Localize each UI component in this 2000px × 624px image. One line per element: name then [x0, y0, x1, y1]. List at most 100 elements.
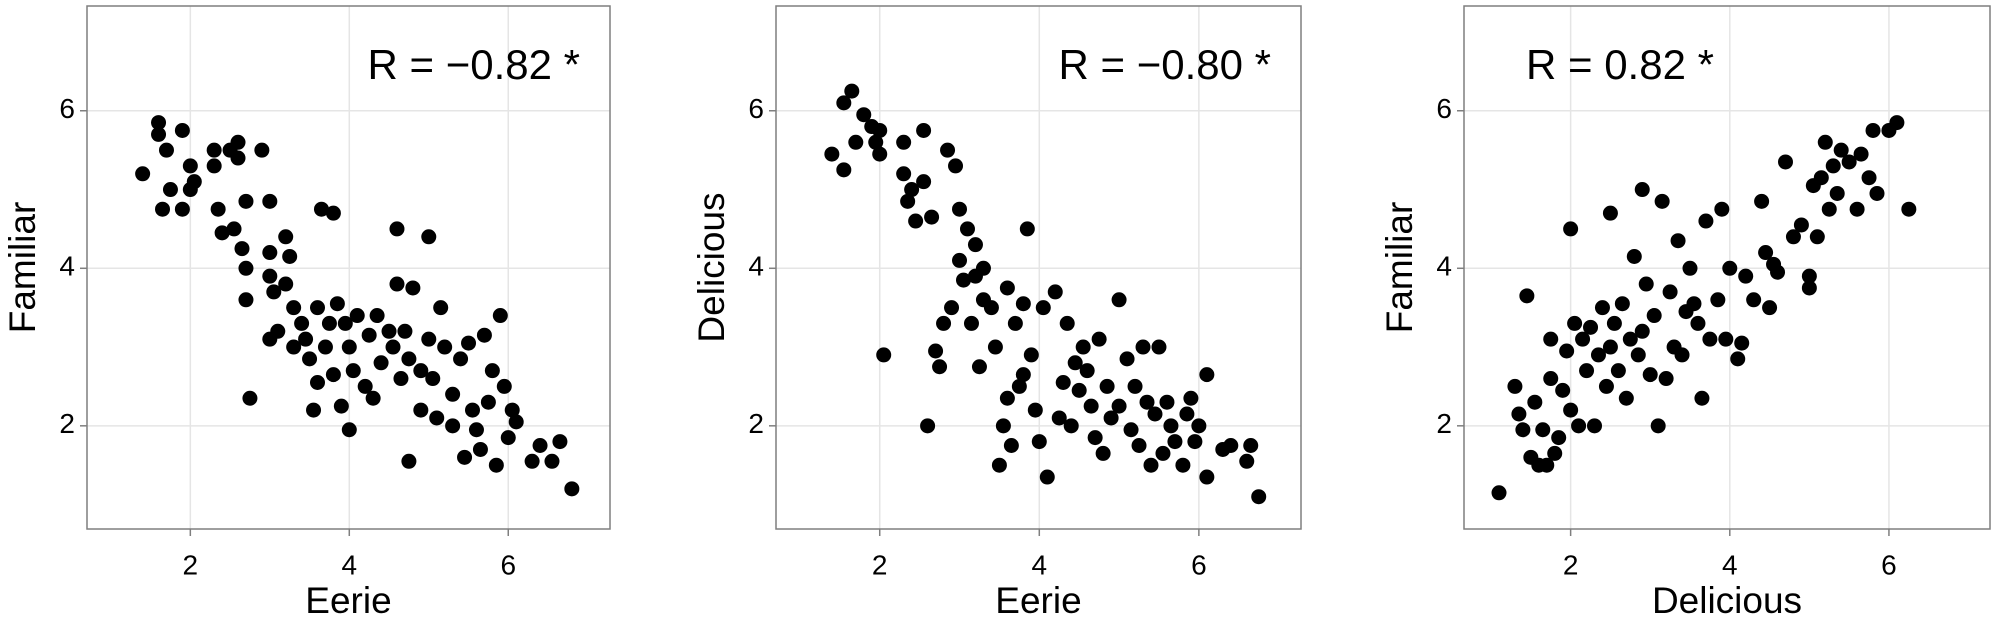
point — [1011, 378, 1027, 394]
point — [341, 339, 357, 355]
point — [1179, 406, 1195, 422]
point — [238, 292, 254, 308]
point — [214, 225, 230, 241]
point — [1087, 430, 1103, 446]
point — [1023, 347, 1039, 363]
point — [868, 134, 884, 150]
point — [1551, 430, 1567, 446]
point — [544, 453, 560, 469]
point — [1762, 300, 1778, 316]
point — [1223, 438, 1239, 454]
point — [286, 339, 302, 355]
point — [310, 300, 326, 316]
point — [1019, 221, 1035, 237]
point — [1187, 434, 1203, 450]
y-tick-label: 2 — [748, 408, 764, 439]
point — [472, 441, 488, 457]
point — [484, 363, 500, 379]
point — [151, 115, 167, 131]
point — [476, 327, 492, 343]
point — [325, 205, 341, 221]
point — [928, 343, 944, 359]
point — [298, 331, 314, 347]
point — [1063, 418, 1079, 434]
point — [373, 355, 389, 371]
point — [429, 410, 445, 426]
point — [952, 252, 968, 268]
point — [333, 398, 349, 414]
point — [1821, 201, 1837, 217]
point — [1861, 170, 1877, 186]
point — [341, 422, 357, 438]
point — [932, 359, 948, 375]
point — [1555, 382, 1571, 398]
point — [457, 449, 473, 465]
point — [1015, 367, 1031, 383]
point — [1527, 394, 1543, 410]
point — [940, 142, 956, 158]
point — [1519, 288, 1535, 304]
point — [1610, 363, 1626, 379]
point — [1614, 296, 1630, 312]
point — [1183, 390, 1199, 406]
point — [1690, 315, 1706, 331]
point — [294, 315, 310, 331]
point — [1147, 406, 1163, 422]
point — [967, 237, 983, 253]
point — [230, 134, 246, 150]
point — [385, 339, 401, 355]
point — [278, 229, 294, 245]
point — [948, 158, 964, 174]
point — [1515, 422, 1531, 438]
point — [983, 300, 999, 316]
point — [1602, 339, 1618, 355]
y-tick-label: 6 — [59, 93, 75, 124]
point — [916, 174, 932, 190]
point — [1670, 233, 1686, 249]
point — [381, 323, 397, 339]
x-tick-label: 6 — [500, 549, 516, 580]
y-tick-label: 2 — [59, 408, 75, 439]
point — [1199, 367, 1215, 383]
point — [206, 142, 222, 158]
y-tick-label: 6 — [1436, 93, 1452, 124]
point — [1167, 434, 1183, 450]
point — [151, 126, 167, 142]
point — [480, 394, 496, 410]
point — [1590, 347, 1606, 363]
point — [999, 390, 1015, 406]
point — [1119, 351, 1135, 367]
point — [1175, 457, 1191, 473]
point — [1770, 264, 1786, 280]
point — [345, 363, 361, 379]
point — [262, 193, 278, 209]
point — [524, 453, 540, 469]
point — [1598, 378, 1614, 394]
point — [1682, 260, 1698, 276]
point — [1686, 296, 1702, 312]
annotation: R = −0.80 * — [1059, 41, 1271, 88]
point — [824, 146, 840, 162]
point — [500, 430, 516, 446]
point — [1801, 280, 1817, 296]
point — [1901, 201, 1917, 217]
point — [174, 122, 190, 138]
point — [1007, 315, 1023, 331]
point — [317, 339, 333, 355]
point — [1587, 418, 1603, 434]
point — [848, 134, 864, 150]
point — [1575, 331, 1591, 347]
point — [1674, 347, 1690, 363]
point — [337, 315, 353, 331]
point — [1865, 122, 1881, 138]
point — [1777, 154, 1793, 170]
y-axis-title: Delicious — [691, 192, 732, 342]
point — [1829, 185, 1845, 201]
point — [508, 414, 524, 430]
annotation: R = −0.82 * — [368, 41, 580, 88]
point — [1638, 276, 1654, 292]
point — [393, 371, 409, 387]
point — [397, 323, 413, 339]
point — [1634, 323, 1650, 339]
point — [464, 402, 480, 418]
